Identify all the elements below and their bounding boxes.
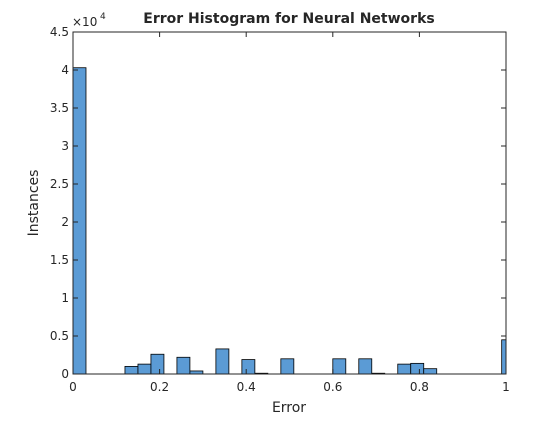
histogram-bar bbox=[124, 365, 139, 375]
histogram-bar bbox=[137, 363, 152, 375]
histogram-bar bbox=[176, 356, 191, 375]
ticks-layer: 0 0.2 0.4 0.6 0.8 1 0 0.5 1 1.5 2 2.5 3 3.5 4 4.5 bbox=[50, 25, 510, 394]
x-tick-label: 0.8 bbox=[410, 380, 429, 394]
chart-title: Error Histogram for Neural Networks bbox=[143, 11, 434, 27]
y-axis-label: Instances bbox=[26, 170, 42, 237]
histogram-bar bbox=[72, 67, 87, 375]
y-tick-label: 1 bbox=[61, 291, 69, 305]
axes-box bbox=[72, 31, 507, 375]
x-tick-label: 0 bbox=[69, 380, 77, 394]
x-tick-label: 0.2 bbox=[150, 380, 169, 394]
x-axis-label: Error bbox=[272, 400, 306, 416]
y-tick-label: 3.5 bbox=[50, 101, 69, 115]
histogram-bar bbox=[397, 363, 412, 375]
x-tick-label: 0.6 bbox=[323, 380, 342, 394]
histogram-bar bbox=[501, 339, 507, 375]
x-tick-label: 0.4 bbox=[237, 380, 256, 394]
histogram-bar bbox=[280, 358, 295, 375]
bars-layer bbox=[72, 67, 507, 375]
histogram-bar bbox=[358, 358, 373, 375]
y-tick-label: 0.5 bbox=[50, 329, 69, 343]
y-tick-label: 4.5 bbox=[50, 25, 69, 39]
histogram-bar bbox=[423, 368, 438, 375]
histogram-bar bbox=[410, 362, 425, 375]
y-tick-label: 4 bbox=[61, 63, 69, 77]
histogram-bar bbox=[215, 348, 230, 375]
histogram-bar bbox=[150, 353, 165, 375]
y-tick-label: 2.5 bbox=[50, 177, 69, 191]
y-tick-label: 0 bbox=[61, 367, 69, 381]
y-tick-label: 2 bbox=[61, 215, 69, 229]
y-tick-label: 1.5 bbox=[50, 253, 69, 267]
y-axis-exponent-power: 4 bbox=[100, 12, 106, 22]
histogram-bar bbox=[241, 359, 256, 375]
y-tick-label: 3 bbox=[61, 139, 69, 153]
histogram-bar bbox=[332, 358, 347, 375]
y-axis-exponent-label: ×10 bbox=[72, 15, 97, 29]
x-tick-label: 1 bbox=[502, 380, 510, 394]
